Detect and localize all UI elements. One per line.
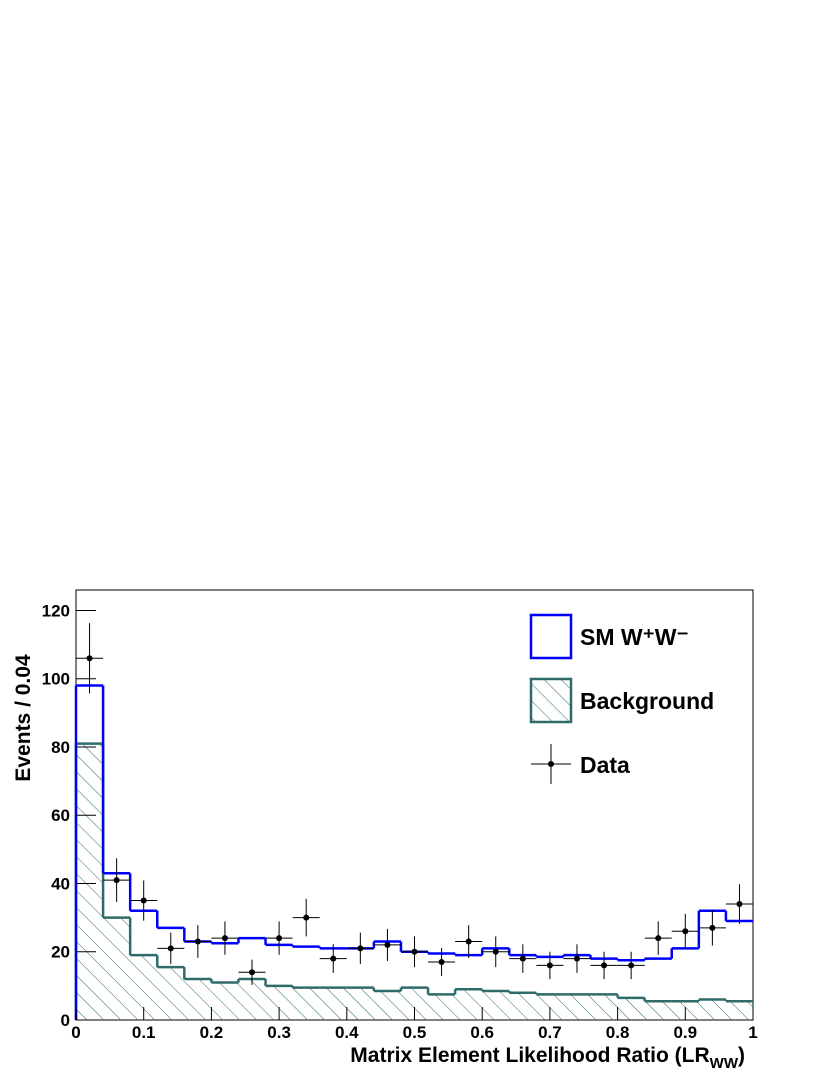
data-point (249, 969, 256, 976)
background-bar (157, 967, 185, 1020)
x-tick-label: 0.5 (403, 1023, 427, 1042)
data-point (113, 877, 120, 884)
y-tick-label: 120 (42, 601, 70, 620)
x-axis-label-main: Matrix Element Likelihood Ratio (LR (350, 1044, 709, 1067)
background-bar (428, 994, 456, 1020)
background-bar (292, 987, 320, 1020)
data-point (601, 962, 608, 969)
data-point (655, 935, 662, 942)
legend-label: Data (580, 752, 630, 778)
background-bar (103, 917, 131, 1020)
data-point (303, 914, 310, 921)
data-point (140, 897, 147, 904)
background-bar (346, 987, 374, 1020)
background-bar (698, 999, 726, 1020)
background-bar (725, 1001, 753, 1020)
y-tick-label: 100 (42, 670, 70, 689)
legend-label: SM W⁺W⁻ (580, 624, 689, 650)
x-tick-label: 1 (748, 1023, 757, 1042)
x-axis-label: Matrix Element Likelihood Ratio (LRWW) (350, 1044, 745, 1072)
data-point (736, 900, 743, 907)
background-bar (319, 987, 347, 1020)
background-bar (238, 979, 266, 1020)
y-tick-label: 80 (51, 738, 70, 757)
y-tick-label: 40 (51, 874, 70, 893)
x-tick-label: 0.8 (606, 1023, 630, 1042)
data-point (384, 941, 391, 948)
data-point (519, 955, 526, 962)
x-tick-label: 0.6 (470, 1023, 494, 1042)
background-bar (373, 990, 401, 1020)
data-point (573, 955, 580, 962)
data-point (276, 935, 283, 942)
background-bar (617, 997, 645, 1020)
background-bar (455, 989, 483, 1020)
legend-label: Background (580, 688, 714, 714)
y-tick-label: 60 (51, 806, 70, 825)
x-tick-label: 0.2 (200, 1023, 224, 1042)
legend-swatch (529, 677, 573, 724)
y-axis-label: Events / 0.04 (12, 654, 35, 782)
background-bar (211, 982, 239, 1020)
x-tick-label: 0.7 (538, 1023, 562, 1042)
background-bar (184, 979, 212, 1020)
background-bar (509, 992, 537, 1020)
data-point (492, 948, 499, 955)
background-bar (563, 994, 591, 1020)
data-point (221, 935, 228, 942)
background-bar (482, 990, 510, 1020)
data-point (682, 928, 689, 935)
background-bar (76, 743, 104, 1020)
legend-swatch (529, 613, 573, 660)
data-point (330, 955, 337, 962)
data-point (194, 938, 201, 945)
legend-swatch (548, 761, 554, 767)
y-tick-label: 0 (61, 1011, 70, 1030)
background-bar (590, 994, 618, 1020)
y-tick-label: 20 (51, 943, 70, 962)
data-point (411, 948, 418, 955)
x-tick-label: 0.1 (132, 1023, 156, 1042)
x-tick-label: 0.4 (335, 1023, 359, 1042)
x-axis-label-sub: WW (710, 1055, 739, 1072)
data-point (167, 945, 174, 952)
x-tick-label: 0 (71, 1023, 80, 1042)
data-point (86, 655, 93, 662)
x-tick-label: 0.9 (673, 1023, 697, 1042)
x-axis-label-end: ) (738, 1044, 745, 1067)
data-point (438, 958, 445, 965)
data-point (465, 938, 472, 945)
x-tick-label: 0.3 (267, 1023, 291, 1042)
background-bar (644, 1001, 672, 1020)
data-point (546, 962, 553, 969)
data-point (628, 962, 635, 969)
data-point (357, 945, 364, 952)
data-point (709, 924, 716, 931)
